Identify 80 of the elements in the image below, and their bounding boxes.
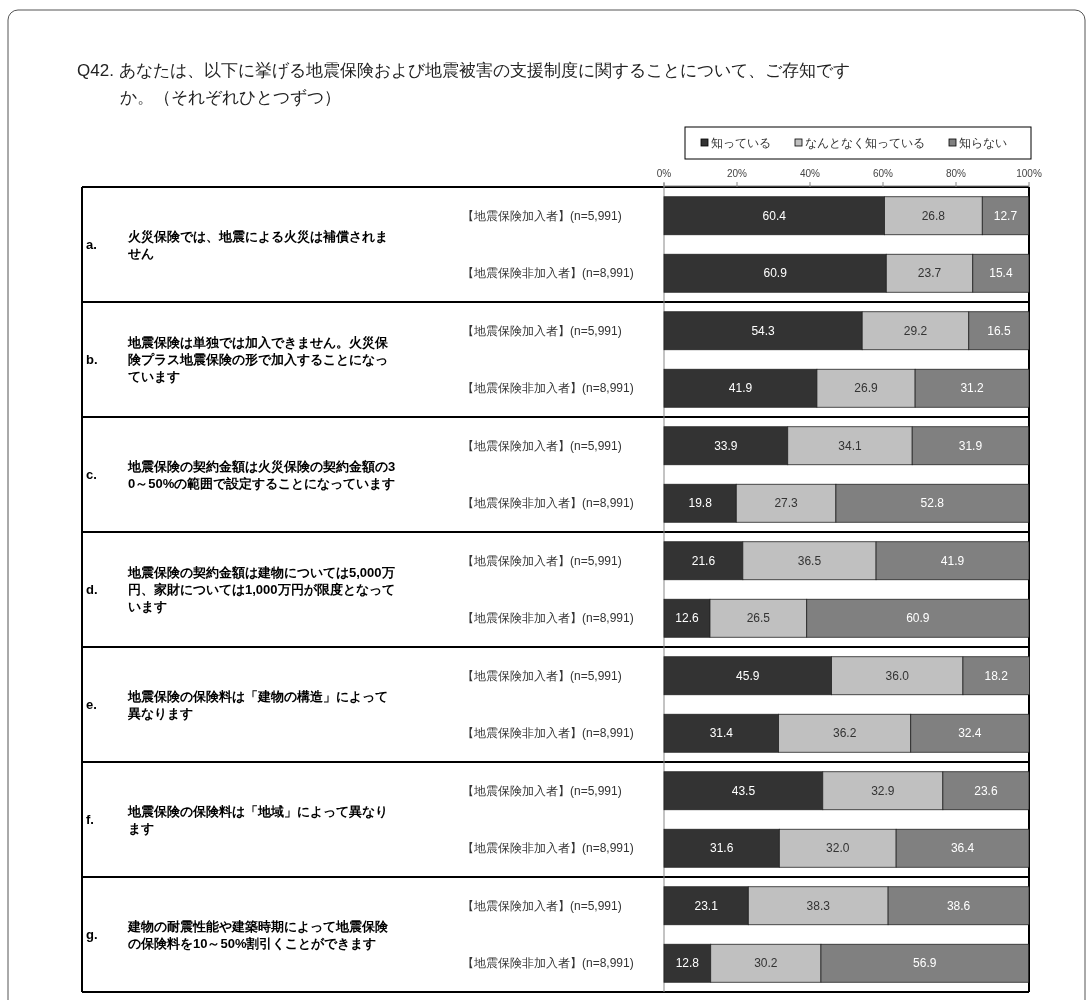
text: 地震保険の契約金額は火災保険の契約金額の30～50%の範囲で設定することになっています [127, 458, 396, 491]
data-label: 36.4 [950, 841, 975, 856]
data-label: 38.3 [806, 898, 831, 913]
data-label: 16.5 [987, 323, 1011, 338]
data-label: 31.2 [960, 381, 985, 396]
text: f. [86, 812, 94, 828]
y-tick-label: 【地震保険加入者】(n=5,991) [462, 323, 622, 338]
legend-label: なんとなく知っている [805, 136, 925, 151]
x-tick-label: 100% [1016, 168, 1042, 179]
y-tick-label: 【地震保険非加入者】(n=8,991) [462, 611, 634, 626]
data-label: 33.9 [714, 438, 738, 453]
data-label: 36.0 [885, 668, 910, 683]
y-tick-label: 【地震保険加入者】(n=5,991) [462, 898, 622, 913]
data-label: 27.3 [774, 496, 799, 511]
data-label: 26.5 [746, 611, 771, 626]
y-tick-label: 【地震保険非加入者】(n=8,991) [462, 841, 634, 856]
y-tick-label: 【地震保険非加入者】(n=8,991) [462, 726, 634, 741]
text: 建物の耐震性能や建築時期によって地震保険の保険料を10～50%割引くことができます [127, 918, 389, 951]
text: b. [86, 352, 98, 368]
x-tick-label: 20% [726, 168, 748, 179]
y-tick-label: 【地震保険加入者】(n=5,991) [462, 438, 622, 453]
y-tick-label: 【地震保険加入者】(n=5,991) [462, 553, 622, 568]
data-label: 34.1 [838, 438, 862, 453]
text: 地震保険の契約金額は建物については5,000万円、家財については1,000万円が限度となっています [127, 565, 395, 615]
y-tick-label: 【地震保険非加入者】(n=8,991) [462, 266, 634, 281]
legend-label: 知らない [959, 136, 1007, 151]
data-label: 60.4 [762, 208, 787, 223]
x-tick-label: 80% [945, 168, 967, 179]
data-label: 36.5 [797, 553, 822, 568]
x-tick-label: 0% [656, 168, 672, 179]
data-label: 32.9 [871, 783, 895, 798]
data-label: 18.2 [984, 668, 1009, 683]
text: 地震保険の保険料は「建物の構造」によって異なります [127, 688, 388, 721]
legend-label: 知っている [711, 136, 771, 151]
y-tick-label: 【地震保険加入者】(n=5,991) [462, 668, 622, 683]
text: c. [86, 467, 97, 483]
data-label: 36.2 [833, 726, 857, 741]
data-label: 41.9 [940, 553, 965, 568]
x-tick-label: 60% [872, 168, 894, 179]
data-label: 38.6 [946, 898, 971, 913]
data-label: 31.9 [958, 438, 983, 453]
data-label: 32.0 [826, 841, 850, 856]
data-label: 12.8 [675, 956, 700, 971]
data-label: 29.2 [903, 323, 928, 338]
data-label: 31.4 [709, 726, 734, 741]
y-tick-label: 【地震保険非加入者】(n=8,991) [462, 956, 634, 971]
text: d. [86, 582, 98, 598]
y-tick-label: 【地震保険非加入者】(n=8,991) [462, 381, 634, 396]
text: 火災保険では、地震による火災は補償されません [127, 228, 388, 261]
data-label: 12.7 [993, 208, 1018, 223]
text: 地震保険は単独では加入できません。火災保険プラス地震保険の形で加入することになっています [127, 335, 389, 385]
data-label: 60.9 [763, 266, 788, 281]
text: g. [86, 927, 98, 943]
data-label: 43.5 [731, 783, 756, 798]
data-label: 23.6 [974, 783, 998, 798]
data-label: 21.6 [691, 553, 716, 568]
data-label: 60.9 [906, 611, 930, 626]
data-label: 23.1 [694, 898, 719, 913]
data-label: 31.6 [709, 841, 734, 856]
data-label: 15.4 [989, 266, 1013, 281]
data-label: 19.8 [688, 496, 713, 511]
text: a. [86, 237, 97, 253]
data-label: 30.2 [754, 956, 778, 971]
data-label: 23.7 [917, 266, 942, 281]
y-tick-label: 【地震保険加入者】(n=5,991) [462, 208, 622, 223]
y-tick-label: 【地震保険非加入者】(n=8,991) [462, 496, 634, 511]
data-label: 26.8 [921, 208, 946, 223]
x-tick-label: 40% [799, 168, 821, 179]
data-label: 52.8 [920, 496, 945, 511]
text: e. [86, 697, 97, 713]
data-label: 56.9 [913, 956, 937, 971]
data-label: 12.6 [675, 611, 699, 626]
data-label: 26.9 [854, 381, 879, 396]
data-label: 32.4 [958, 726, 982, 741]
y-tick-label: 【地震保険加入者】(n=5,991) [462, 783, 622, 798]
data-label: 45.9 [736, 668, 760, 683]
text: 地震保険の保険料は「地域」によって異なります [127, 803, 388, 836]
data-label: 41.9 [728, 381, 753, 396]
data-label: 54.3 [751, 323, 776, 338]
text: Q42. あなたは、以下に挙げる地震保険および地震被害の支援制度に関することについて、ご存知ですか。（それぞれひとつずつ） [77, 61, 850, 107]
